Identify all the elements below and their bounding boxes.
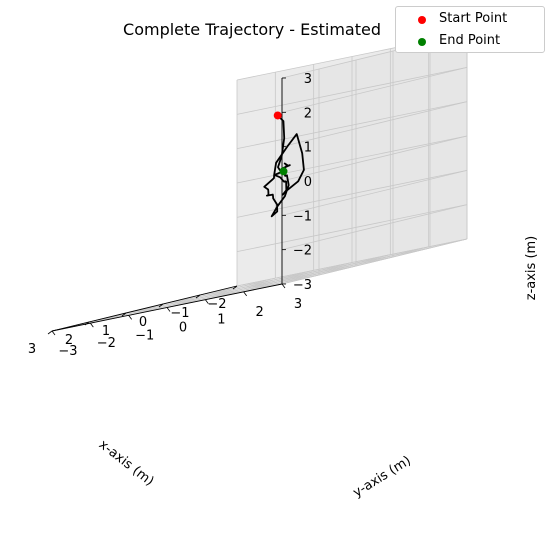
z-grid-line (236, 204, 468, 253)
z-grid-line (281, 169, 468, 216)
x-tick-label: 1 (102, 324, 110, 339)
point-markers (273, 111, 288, 176)
start-point-marker-icon (418, 16, 426, 24)
z-grid-line (236, 238, 468, 287)
x-tick-label: 0 (139, 315, 147, 330)
z-tick-label: −3 (293, 278, 312, 293)
z-grid-line (236, 66, 468, 115)
z-tick-label: 0 (304, 175, 312, 190)
x-tick-label: 3 (28, 342, 36, 357)
y-tick-label: −1 (135, 328, 154, 343)
legend-label-start: Start Point (439, 11, 508, 26)
y-grid-line (90, 277, 276, 324)
z-grid-line (281, 135, 468, 182)
x-axis-line (51, 285, 238, 332)
y-tick-mark (205, 299, 209, 304)
legend-item-start: Start Point (396, 10, 546, 30)
y-tick-mark (243, 291, 247, 297)
y-tick-label: −3 (58, 344, 77, 359)
x-tick-mark (121, 312, 127, 317)
grid-lines (51, 32, 468, 332)
y-tick-label: 0 (179, 321, 187, 336)
z-grid-line (281, 101, 468, 148)
z-tick-label: −2 (293, 244, 312, 259)
y-grid-line (243, 246, 429, 293)
x-tick-mark (47, 330, 53, 335)
y-grid-line (166, 262, 353, 308)
z-tick-label: 3 (304, 72, 312, 87)
y-axis-label: y-axis (m) (351, 453, 414, 500)
y-tick-mark (166, 307, 171, 312)
start-point-marker (273, 111, 282, 120)
x-tick-label: −2 (207, 297, 226, 312)
trajectory-series (263, 114, 305, 218)
y-tick-mark (128, 315, 132, 320)
legend: Start Point End Point (395, 6, 545, 53)
z-tick-label: 2 (304, 106, 312, 121)
y-tick-mark (90, 322, 94, 328)
x-tick-mark (158, 303, 164, 308)
y-tick-label: 3 (294, 297, 302, 312)
y-tick-mark (281, 283, 286, 289)
y-tick-label: 1 (217, 313, 225, 328)
z-grid-line (236, 101, 468, 150)
z-tick-label: −1 (293, 209, 312, 224)
legend-label-end: End Point (439, 33, 501, 48)
trajectory-line (263, 114, 305, 218)
z-grid-line (281, 204, 468, 251)
y-grid-line (205, 254, 391, 301)
end-point-marker (279, 167, 288, 176)
x-axis-label: x-axis (m) (96, 437, 157, 489)
z-grid-line (281, 238, 468, 285)
end-point-marker-icon (418, 38, 426, 46)
y-tick-label: −2 (97, 336, 116, 351)
x-tick-mark (232, 285, 238, 290)
z-grid-line (281, 66, 468, 113)
x-tick-mark (195, 294, 201, 299)
x-tick-mark (84, 321, 90, 326)
z-tick-label: 1 (304, 141, 312, 156)
x-tick-label: 2 (65, 333, 73, 348)
x-tick-label: −1 (170, 306, 189, 321)
y-tick-mark (51, 330, 56, 336)
y-grid-line (128, 269, 314, 316)
z-axis-label: z-axis (m) (524, 236, 539, 301)
legend-item-end: End Point (396, 32, 546, 52)
chart-title: Complete Trajectory - Estimated (123, 20, 381, 39)
y-tick-label: 2 (256, 305, 264, 320)
